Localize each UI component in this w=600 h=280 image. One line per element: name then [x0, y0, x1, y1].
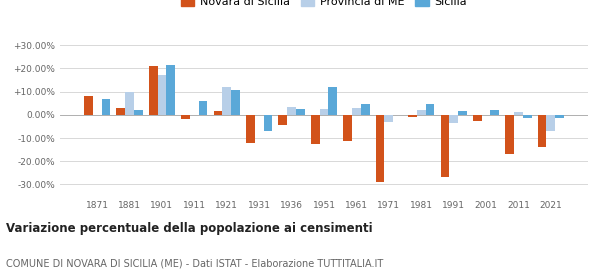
Bar [538, 115, 547, 147]
Bar [417, 110, 425, 115]
Bar [263, 115, 272, 131]
Bar [287, 107, 296, 115]
Bar [523, 115, 532, 118]
Bar [311, 115, 320, 144]
Bar [343, 115, 352, 141]
Bar [101, 99, 110, 115]
Bar [134, 110, 143, 115]
Bar [296, 109, 305, 115]
Bar [328, 87, 337, 115]
Bar [490, 110, 499, 115]
Bar [149, 66, 158, 115]
Bar [555, 115, 564, 118]
Bar [320, 109, 328, 115]
Bar [376, 115, 385, 182]
Bar [223, 87, 231, 115]
Bar [449, 115, 458, 123]
Bar [505, 115, 514, 154]
Text: COMUNE DI NOVARA DI SICILIA (ME) - Dati ISTAT - Elaborazione TUTTITALIA.IT: COMUNE DI NOVARA DI SICILIA (ME) - Dati … [6, 258, 383, 268]
Bar [181, 115, 190, 120]
Bar [458, 111, 467, 115]
Bar [199, 101, 208, 115]
Bar [425, 104, 434, 115]
Bar [125, 92, 134, 115]
Bar [116, 108, 125, 115]
Bar [158, 75, 166, 115]
Bar [231, 90, 240, 115]
Bar [440, 115, 449, 178]
Bar [278, 115, 287, 125]
Bar [408, 115, 417, 117]
Legend: Novara di Sicilia, Provincia di ME, Sicilia: Novara di Sicilia, Provincia di ME, Sici… [179, 0, 469, 9]
Bar [361, 104, 370, 115]
Bar [352, 108, 361, 115]
Text: Variazione percentuale della popolazione ai censimenti: Variazione percentuale della popolazione… [6, 222, 373, 235]
Bar [214, 111, 223, 115]
Bar [473, 115, 482, 121]
Bar [547, 115, 555, 131]
Bar [246, 115, 255, 143]
Bar [166, 65, 175, 115]
Bar [385, 115, 393, 122]
Bar [84, 96, 93, 115]
Bar [514, 113, 523, 115]
